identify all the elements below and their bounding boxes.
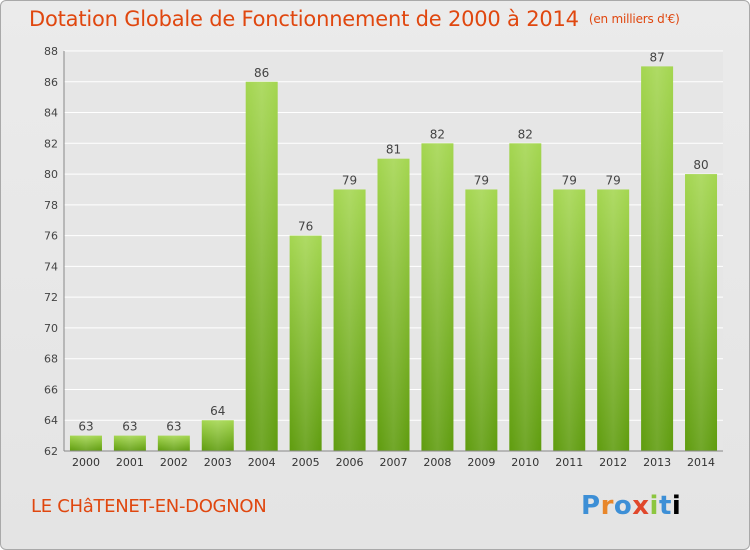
bar-shine [113,435,146,451]
y-tick-label: 62 [44,445,58,458]
data-label: 79 [606,173,621,187]
data-label: 63 [166,420,181,434]
y-tick-label: 66 [44,383,58,396]
logo-letter: t [658,491,672,521]
data-label: 82 [430,127,445,141]
bar-shine [597,189,630,451]
x-tick-label: 2008 [423,456,451,469]
logo-letter: x [632,491,650,521]
bar-shine [201,420,234,451]
bar-shine [377,158,410,451]
y-tick-label: 76 [44,230,58,243]
x-tick-label: 2011 [555,456,583,469]
y-tick-label: 80 [44,168,58,181]
chart-title-text: Dotation Globale de Fonctionnement de 20… [29,7,579,31]
y-tick-label: 72 [44,291,58,304]
y-tick-label: 74 [44,260,58,273]
logo-letter: o [613,491,633,521]
y-tick-label: 88 [44,45,58,58]
logo-letter: i [649,491,659,521]
x-tick-label: 2007 [380,456,408,469]
x-tick-label: 2013 [643,456,671,469]
x-tick-label: 2006 [336,456,364,469]
data-label: 86 [254,66,269,80]
x-tick-label: 2009 [467,456,495,469]
bar-shine [685,174,718,452]
data-label: 87 [649,50,664,64]
y-tick-label: 86 [44,76,58,89]
x-tick-label: 2012 [599,456,627,469]
x-tick-label: 2004 [248,456,276,469]
y-tick-label: 68 [44,353,58,366]
y-tick-label: 64 [44,414,58,427]
chart-title: Dotation Globale de Fonctionnement de 20… [29,7,680,31]
x-tick-label: 2010 [511,456,539,469]
logo-letter: i [671,491,682,521]
data-label: 82 [518,127,533,141]
bar-shine [553,189,586,451]
chart-unit: (en milliers d'€) [588,12,680,26]
commune-name: LE CHâTENET-EN-DOGNON [31,496,267,517]
bar-shine [289,235,322,451]
y-tick-label: 84 [44,107,58,120]
data-label: 63 [122,420,137,434]
proxiti-logo: Proxiti [581,491,681,521]
y-tick-label: 82 [44,137,58,150]
data-label: 76 [298,220,313,234]
bar-shine [245,81,278,452]
y-tick-label: 70 [44,322,58,335]
bar-shine [157,435,190,451]
data-label: 79 [562,173,577,187]
x-tick-label: 2000 [72,456,100,469]
x-tick-label: 2002 [160,456,188,469]
bar-shine [421,143,454,452]
bar-shine [69,435,102,451]
bar-shine [641,66,674,451]
x-tick-label: 2001 [116,456,144,469]
y-tick-label: 78 [44,199,58,212]
data-label: 80 [693,158,708,172]
plot-area: 62 64 66 68 70 72 74 76 78 80 82 84 86 88 63 2000 63 2001… [44,45,723,469]
data-label: 79 [342,173,357,187]
data-label: 79 [474,173,489,187]
bar-shine [333,189,366,451]
data-label: 64 [210,404,225,418]
data-label: 81 [386,143,401,157]
x-tick-label: 2014 [687,456,715,469]
bar-shine [509,143,542,452]
logo-letter: r [600,491,614,521]
data-label: 63 [78,420,93,434]
x-tick-label: 2005 [292,456,320,469]
x-tick-label: 2003 [204,456,232,469]
bar-shine [465,189,498,451]
logo-letter: P [581,491,601,521]
